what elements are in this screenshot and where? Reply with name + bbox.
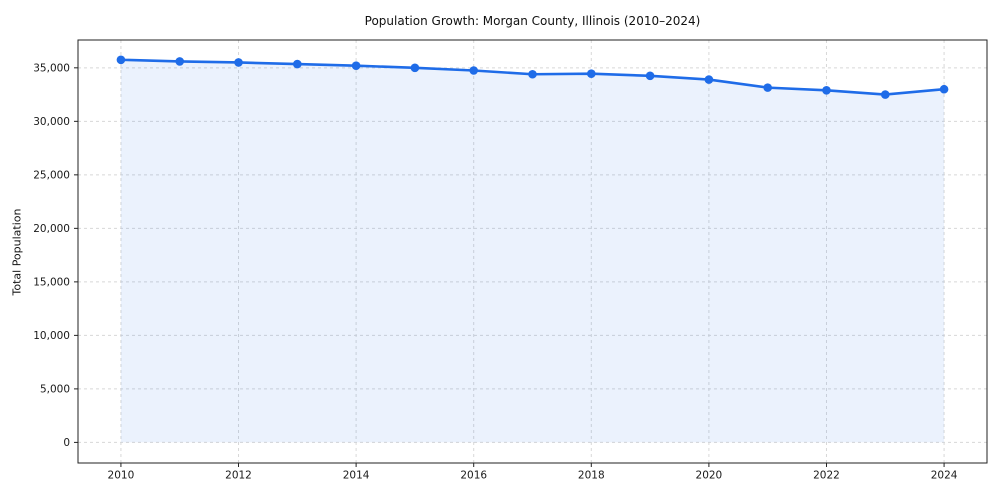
data-point-marker (175, 57, 185, 66)
x-tick-label: 2024 (931, 470, 958, 482)
y-tick-label: 15,000 (33, 276, 70, 288)
data-point-marker (939, 84, 949, 94)
y-tick-label: 35,000 (33, 62, 70, 74)
x-tick-label: 2020 (696, 470, 723, 482)
data-point-marker (234, 58, 243, 67)
y-tick-label: 0 (63, 437, 70, 449)
x-tick-label: 2016 (460, 470, 487, 482)
y-tick-label: 30,000 (33, 116, 70, 128)
data-point-marker (410, 63, 420, 73)
data-point-marker (586, 69, 596, 79)
data-point-marker (763, 83, 772, 92)
data-point-marker (704, 75, 714, 84)
x-tick-label: 2010 (108, 470, 135, 482)
data-point-marker (645, 71, 655, 81)
plot-border (77, 39, 988, 464)
data-point-marker (116, 55, 126, 65)
y-tick-label: 5,000 (40, 383, 70, 395)
y-tick-label: 10,000 (33, 330, 70, 342)
x-tick-label: 2018 (578, 470, 605, 482)
data-point-marker (528, 69, 537, 79)
area-fill (120, 59, 945, 443)
chart-title: Population Growth: Morgan County, Illino… (364, 14, 701, 28)
x-tick-label: 2012 (225, 470, 252, 482)
data-point-marker (293, 59, 302, 69)
data-point-marker (469, 66, 479, 75)
y-tick-label: 20,000 (33, 223, 70, 235)
data-point-marker (822, 85, 831, 95)
y-tick-label: 25,000 (33, 169, 70, 181)
data-point-marker (351, 61, 361, 70)
x-tick-label: 2022 (813, 470, 840, 482)
data-point-marker (880, 90, 890, 99)
x-tick-label: 2014 (343, 470, 370, 482)
